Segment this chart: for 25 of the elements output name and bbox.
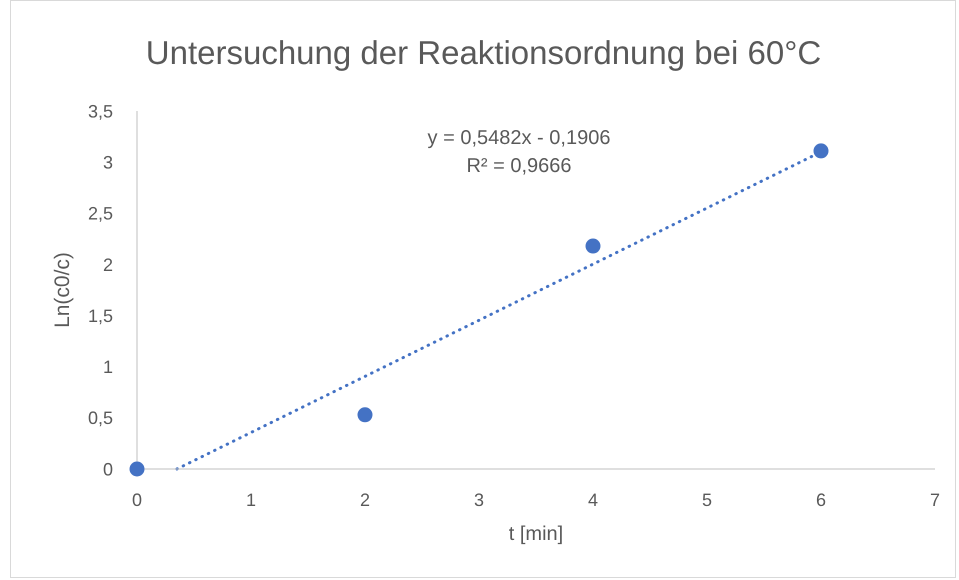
y-tick-label: 1 bbox=[102, 357, 113, 378]
x-tick-label: 7 bbox=[930, 490, 940, 510]
y-tick-label: 0,5 bbox=[88, 408, 113, 428]
point bbox=[814, 143, 828, 158]
y-tick-label: 0 bbox=[102, 459, 113, 480]
y-tick-label: 3 bbox=[102, 152, 113, 173]
annotation: y = 0,5482x - 0,1906 bbox=[428, 126, 610, 151]
x-tick-label: 1 bbox=[246, 490, 256, 510]
chart-title: Untersuchung der Reaktionsordnung bei 60°C bbox=[144, 34, 822, 72]
x-tick-label: 5 bbox=[702, 490, 712, 510]
x-tick-label: 2 bbox=[360, 490, 370, 510]
y-tick-label: 2 bbox=[102, 254, 113, 275]
x-tick-label: 4 bbox=[588, 490, 598, 510]
y-axis-title: Ln(c0/c) bbox=[51, 252, 75, 328]
y-tick-label: 2,5 bbox=[88, 204, 113, 224]
point bbox=[586, 238, 600, 254]
x-tick-label: 0 bbox=[132, 490, 142, 510]
point bbox=[130, 462, 144, 476]
point bbox=[358, 407, 372, 422]
y-tick-label: 1,5 bbox=[88, 306, 113, 326]
y-tick-label: 3,5 bbox=[88, 101, 113, 122]
annotation: R² = 0,9666 bbox=[465, 154, 573, 179]
x-tick-label: 3 bbox=[474, 490, 484, 510]
x-axis-title: t [min] bbox=[508, 523, 564, 546]
x-tick-label: 6 bbox=[816, 490, 826, 510]
